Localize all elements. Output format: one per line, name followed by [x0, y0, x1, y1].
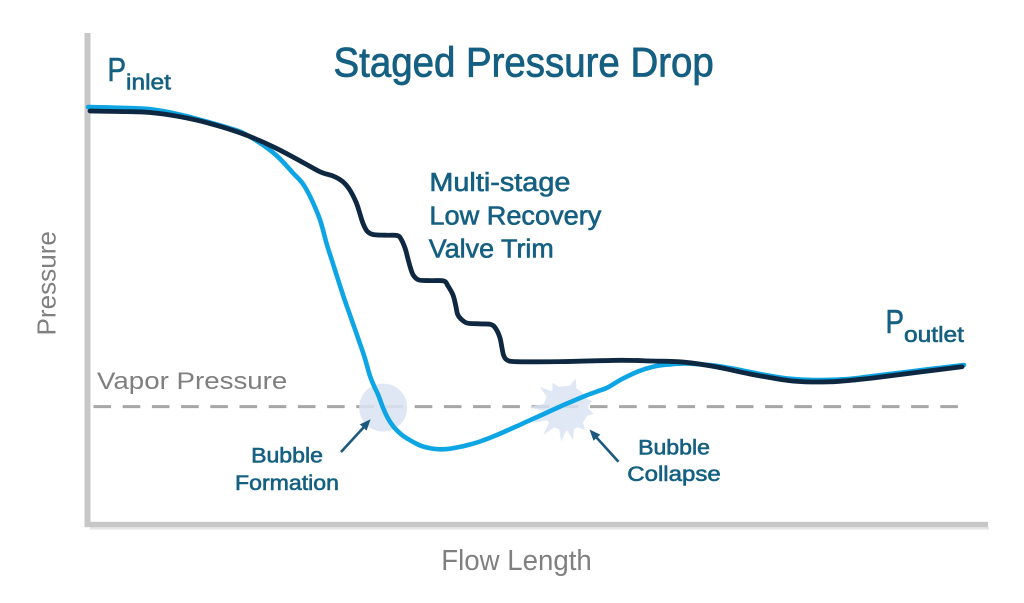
svg-text:Bubble: Bubble [638, 437, 710, 460]
svg-text:Staged Pressure Drop: Staged Pressure Drop [334, 38, 714, 85]
svg-text:Vapor Pressure: Vapor Pressure [97, 368, 287, 395]
svg-text:Flow Length: Flow Length [441, 545, 592, 577]
svg-text:Poutlet: Poutlet [886, 304, 965, 347]
svg-text:Low Recovery: Low Recovery [429, 203, 601, 231]
svg-text:Pressure: Pressure [32, 231, 62, 336]
svg-text:Collapse: Collapse [627, 463, 720, 486]
svg-text:Formation: Formation [235, 472, 339, 495]
svg-text:Valve Trim: Valve Trim [429, 236, 554, 264]
svg-text:Multi-stage: Multi-stage [429, 169, 570, 197]
svg-text:Pinlet: Pinlet [108, 52, 172, 94]
svg-text:Bubble: Bubble [251, 445, 323, 468]
